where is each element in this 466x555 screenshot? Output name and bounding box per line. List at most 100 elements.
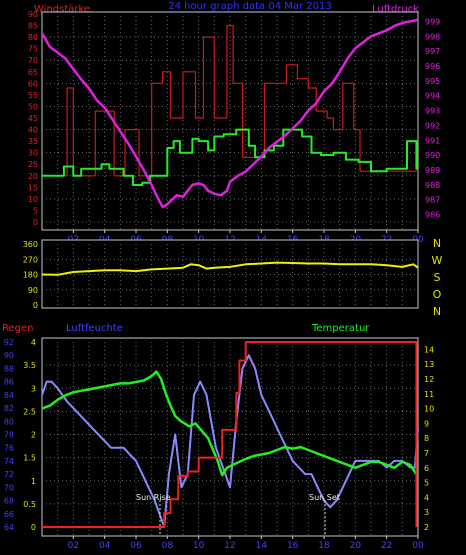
compass-label: N — [433, 305, 441, 318]
humidity-axis-label: 78 — [4, 431, 14, 440]
pressure-axis-label: 996 — [425, 62, 440, 71]
humidity-axis-label: 70 — [4, 483, 14, 492]
humidity-axis-label: 68 — [4, 497, 14, 506]
pressure-axis-label: 998 — [425, 32, 440, 41]
temperature-axis-label: 9 — [424, 419, 429, 428]
regen-axis-label: 1 — [31, 477, 36, 486]
rain-humidity-temp-panel: 43.532.521.510.50 9290888684828078767472… — [4, 337, 434, 551]
wind-axis-label: 15 — [28, 183, 38, 192]
compass-label: S — [434, 271, 441, 284]
direction-axis-label: 90 — [28, 286, 38, 295]
pressure-axis-label: 992 — [425, 121, 440, 130]
humidity-axis-label: 76 — [4, 444, 14, 453]
direction-axis-label: 180 — [23, 271, 38, 280]
temperature-axis-label: 3 — [424, 508, 429, 517]
series-wind-max — [42, 25, 418, 177]
humidity-axis-label: 72 — [4, 470, 14, 479]
x-tick-label: 04 — [99, 541, 111, 551]
humidity-axis-label: 88 — [4, 364, 14, 373]
label-regen: Regen — [2, 323, 34, 334]
humidity-axis-label: 84 — [4, 391, 14, 400]
label-windstaerke: Windstärke — [34, 4, 90, 15]
humidity-axis-label: 82 — [4, 404, 14, 413]
regen-axis-label: 0.5 — [23, 500, 36, 509]
temperature-axis-label: 7 — [424, 449, 429, 458]
regen-axis-label: 4 — [31, 338, 36, 347]
series-wind-avg — [42, 128, 418, 186]
temperature-axis-label: 14 — [424, 345, 434, 354]
x-tick-label: 22 — [381, 541, 392, 551]
temperature-axis-label: 10 — [424, 405, 434, 414]
x-tick-label: 12 — [224, 541, 235, 551]
direction-axis-label: 360 — [23, 240, 38, 249]
wind-axis-label: 35 — [28, 137, 38, 146]
x-tick-label: 06 — [130, 541, 142, 551]
series-wind-direction — [41, 261, 419, 276]
humidity-axis-label: 64 — [4, 523, 14, 532]
label-temperatur: Temperatur — [311, 323, 370, 334]
wind-axis-label: 85 — [28, 22, 38, 31]
humidity-axis-label: 86 — [4, 378, 14, 387]
pressure-axis-label: 995 — [425, 77, 440, 86]
pressure-axis-label: 993 — [425, 107, 440, 116]
pressure-axis-label: 990 — [425, 151, 440, 160]
regen-axis-label: 3 — [31, 384, 36, 393]
wind-axis-label: 10 — [28, 195, 38, 204]
sunrise-label: Sun Rise — [136, 493, 171, 502]
pressure-axis-label: 994 — [425, 92, 440, 101]
direction-axis-label: 270 — [23, 255, 38, 264]
humidity-axis-label: 66 — [4, 510, 14, 519]
chart-title: 24 hour graph data 04 Mar 2013 — [168, 1, 332, 12]
compass-label: O — [433, 288, 442, 301]
pressure-axis-label: 999 — [425, 17, 440, 26]
compass-label: N — [433, 237, 441, 250]
wind-axis-label: 50 — [28, 102, 38, 111]
series-pressure — [40, 18, 419, 209]
temperature-axis-label: 13 — [424, 360, 434, 369]
series-rain — [42, 341, 418, 528]
humidity-axis-label: 74 — [4, 457, 14, 466]
pressure-axis-label: 991 — [425, 136, 440, 145]
compass-label: W — [432, 254, 443, 267]
series-humidity — [41, 354, 419, 528]
regen-axis-label: 1.5 — [23, 454, 36, 463]
regen-axis-label: 2.5 — [23, 407, 36, 416]
temperature-axis-label: 2 — [424, 523, 429, 532]
temperature-axis-label: 8 — [424, 434, 429, 443]
regen-axis-label: 2 — [31, 431, 36, 440]
pressure-axis-label: 986 — [425, 211, 440, 220]
humidity-axis-label: 80 — [4, 417, 14, 426]
wind-axis-label: 20 — [28, 172, 38, 181]
wind-axis-label: 5 — [33, 206, 38, 215]
x-tick-label: 14 — [256, 541, 268, 551]
wind-axis-label: 80 — [28, 33, 38, 42]
x-tick-label: 08 — [162, 541, 174, 551]
x-tick-label: 10 — [193, 541, 205, 551]
wind-axis-label: 55 — [28, 91, 38, 100]
humidity-axis-label: 92 — [4, 338, 14, 347]
wind-axis-label: 75 — [28, 45, 38, 54]
x-tick-label: 02 — [68, 541, 79, 551]
temperature-axis-label: 6 — [424, 464, 429, 473]
wind-axis-label: 0 — [33, 218, 38, 227]
x-tick-label: 16 — [287, 541, 299, 551]
pressure-axis-label: 989 — [425, 166, 440, 175]
regen-axis-label: 3.5 — [23, 361, 36, 370]
temperature-axis-label: 4 — [424, 493, 429, 502]
wind-axis-label: 30 — [28, 149, 38, 158]
pressure-axis-label: 988 — [425, 181, 440, 190]
x-tick-label: 00 — [412, 541, 424, 551]
wind-axis-label: 60 — [28, 79, 38, 88]
temperature-axis-label: 11 — [424, 390, 434, 399]
x-tick-label: 20 — [350, 541, 362, 551]
wind-axis-label: 90 — [28, 10, 38, 19]
humidity-axis-label: 90 — [4, 351, 14, 360]
wind-axis-label: 25 — [28, 160, 38, 169]
wind-axis-label: 40 — [28, 126, 38, 135]
wind-axis-label: 65 — [28, 68, 38, 77]
x-tick-label: 18 — [318, 541, 330, 551]
temperature-axis-label: 5 — [424, 479, 429, 488]
label-luftdruck: Luftdruck — [372, 4, 419, 15]
sunset-label: Sun Set — [309, 493, 340, 502]
